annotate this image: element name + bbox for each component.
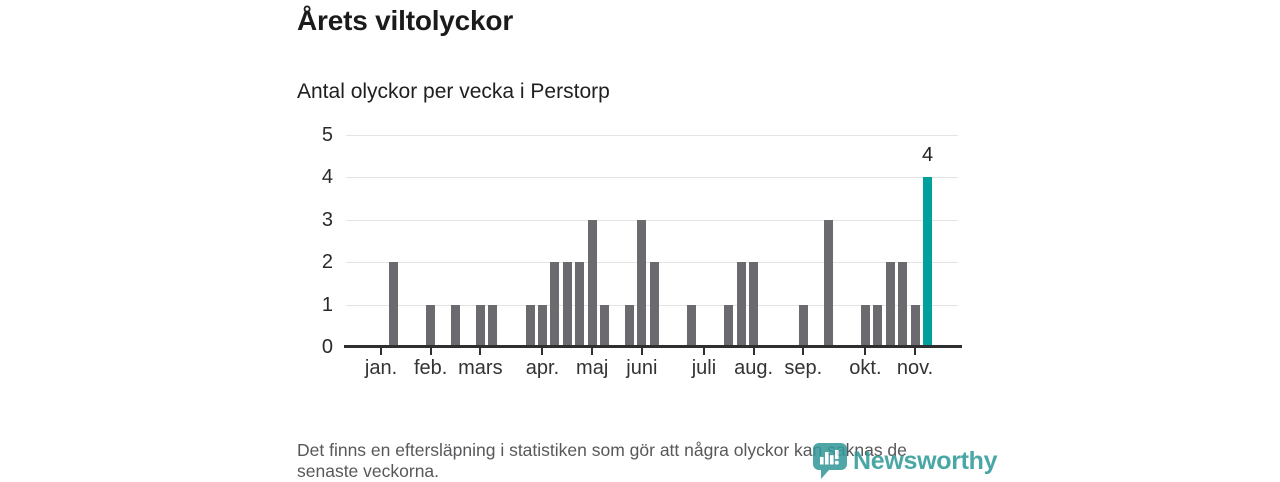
tick-nov xyxy=(914,347,917,355)
x-axis-label-juni: juni xyxy=(626,357,658,379)
bar-week-18 xyxy=(575,262,585,347)
y-axis-label-5: 5 xyxy=(321,124,333,146)
bar-week-32 xyxy=(749,262,759,347)
y-axis-label-4: 4 xyxy=(321,166,333,189)
x-axis-label-mars: mars xyxy=(458,357,503,379)
x-axis-label-okt: okt. xyxy=(849,357,882,379)
x-axis-label-nov: nov. xyxy=(896,357,934,379)
bar-week-23 xyxy=(637,219,647,347)
x-axis-label-feb: feb. xyxy=(414,357,448,379)
bar-week-41 xyxy=(860,304,870,347)
newsworthy-wordmark: Newsworthy xyxy=(853,447,998,475)
bar-week-8 xyxy=(451,304,461,347)
tick-feb xyxy=(429,347,432,355)
bar-week-31 xyxy=(736,262,746,347)
bar-week-15 xyxy=(537,304,547,347)
x-axis-label-apr: apr. xyxy=(525,357,560,379)
bar-week-14 xyxy=(525,304,535,347)
x-axis-line xyxy=(344,345,962,348)
bar-week-22 xyxy=(624,304,634,347)
y-axis-label-3: 3 xyxy=(321,208,333,231)
footnote: Det finns en eftersläpning i statistiken… xyxy=(297,440,997,482)
tick-mars xyxy=(479,347,482,355)
tick-aug xyxy=(752,347,755,355)
bar-week-3 xyxy=(388,262,398,347)
highlight-bar-value-label: 4 xyxy=(921,144,934,167)
bar-week-27 xyxy=(687,304,697,347)
tick-apr xyxy=(541,347,544,355)
tick-juli xyxy=(702,347,705,355)
y-axis-label-0: 0 xyxy=(321,336,333,358)
bar-week-24 xyxy=(649,262,659,347)
bar-week-42 xyxy=(873,304,883,347)
x-axis-label-jan: jan. xyxy=(364,357,398,379)
bar-week-30 xyxy=(724,304,734,347)
bar-week-16 xyxy=(550,262,560,347)
gridline-y-3 xyxy=(346,219,958,221)
x-axis-label-maj: maj xyxy=(576,357,609,379)
bar-week-10 xyxy=(475,304,485,347)
bar-week-36 xyxy=(798,304,808,347)
bar-week-20 xyxy=(600,304,610,347)
tick-sep xyxy=(802,347,805,355)
gridline-y-5 xyxy=(346,135,958,136)
bar-week-44 xyxy=(898,262,908,347)
footnote-line-2: senaste veckorna. xyxy=(297,461,440,481)
footnote-line-1: Det finns en eftersläpning i statistiken… xyxy=(297,440,907,460)
y-axis-label-2: 2 xyxy=(321,251,333,274)
bar-week-46 xyxy=(923,177,932,347)
gridline-y-4 xyxy=(346,177,958,179)
chart-subtitle: Antal olyckor per vecka i Perstorp xyxy=(297,80,610,103)
x-axis-label-sep: sep. xyxy=(784,357,823,379)
bar-week-38 xyxy=(823,219,833,347)
bar-chart-plot: 4 jan. feb. mars apr. maj juni juli aug. sep. okt… xyxy=(344,135,962,379)
newsworthy-bubble-chart-icon xyxy=(813,443,847,479)
bar-week-45 xyxy=(910,304,920,347)
bar-week-43 xyxy=(885,262,895,347)
bar-week-19 xyxy=(587,219,597,347)
bar-week-11 xyxy=(488,304,498,347)
tick-juni xyxy=(640,347,643,355)
newsworthy-logo: Newsworthy xyxy=(812,442,998,480)
x-axis-label-juli: juli xyxy=(691,357,717,379)
chart-title: Årets viltolyckor xyxy=(297,5,514,36)
tick-okt xyxy=(864,347,867,355)
bar-week-17 xyxy=(562,262,572,347)
y-axis-label-1: 1 xyxy=(321,293,333,316)
tick-jan xyxy=(380,347,383,355)
tick-maj xyxy=(591,347,594,355)
bar-week-6 xyxy=(426,304,436,347)
x-axis-label-aug: aug. xyxy=(734,357,774,379)
